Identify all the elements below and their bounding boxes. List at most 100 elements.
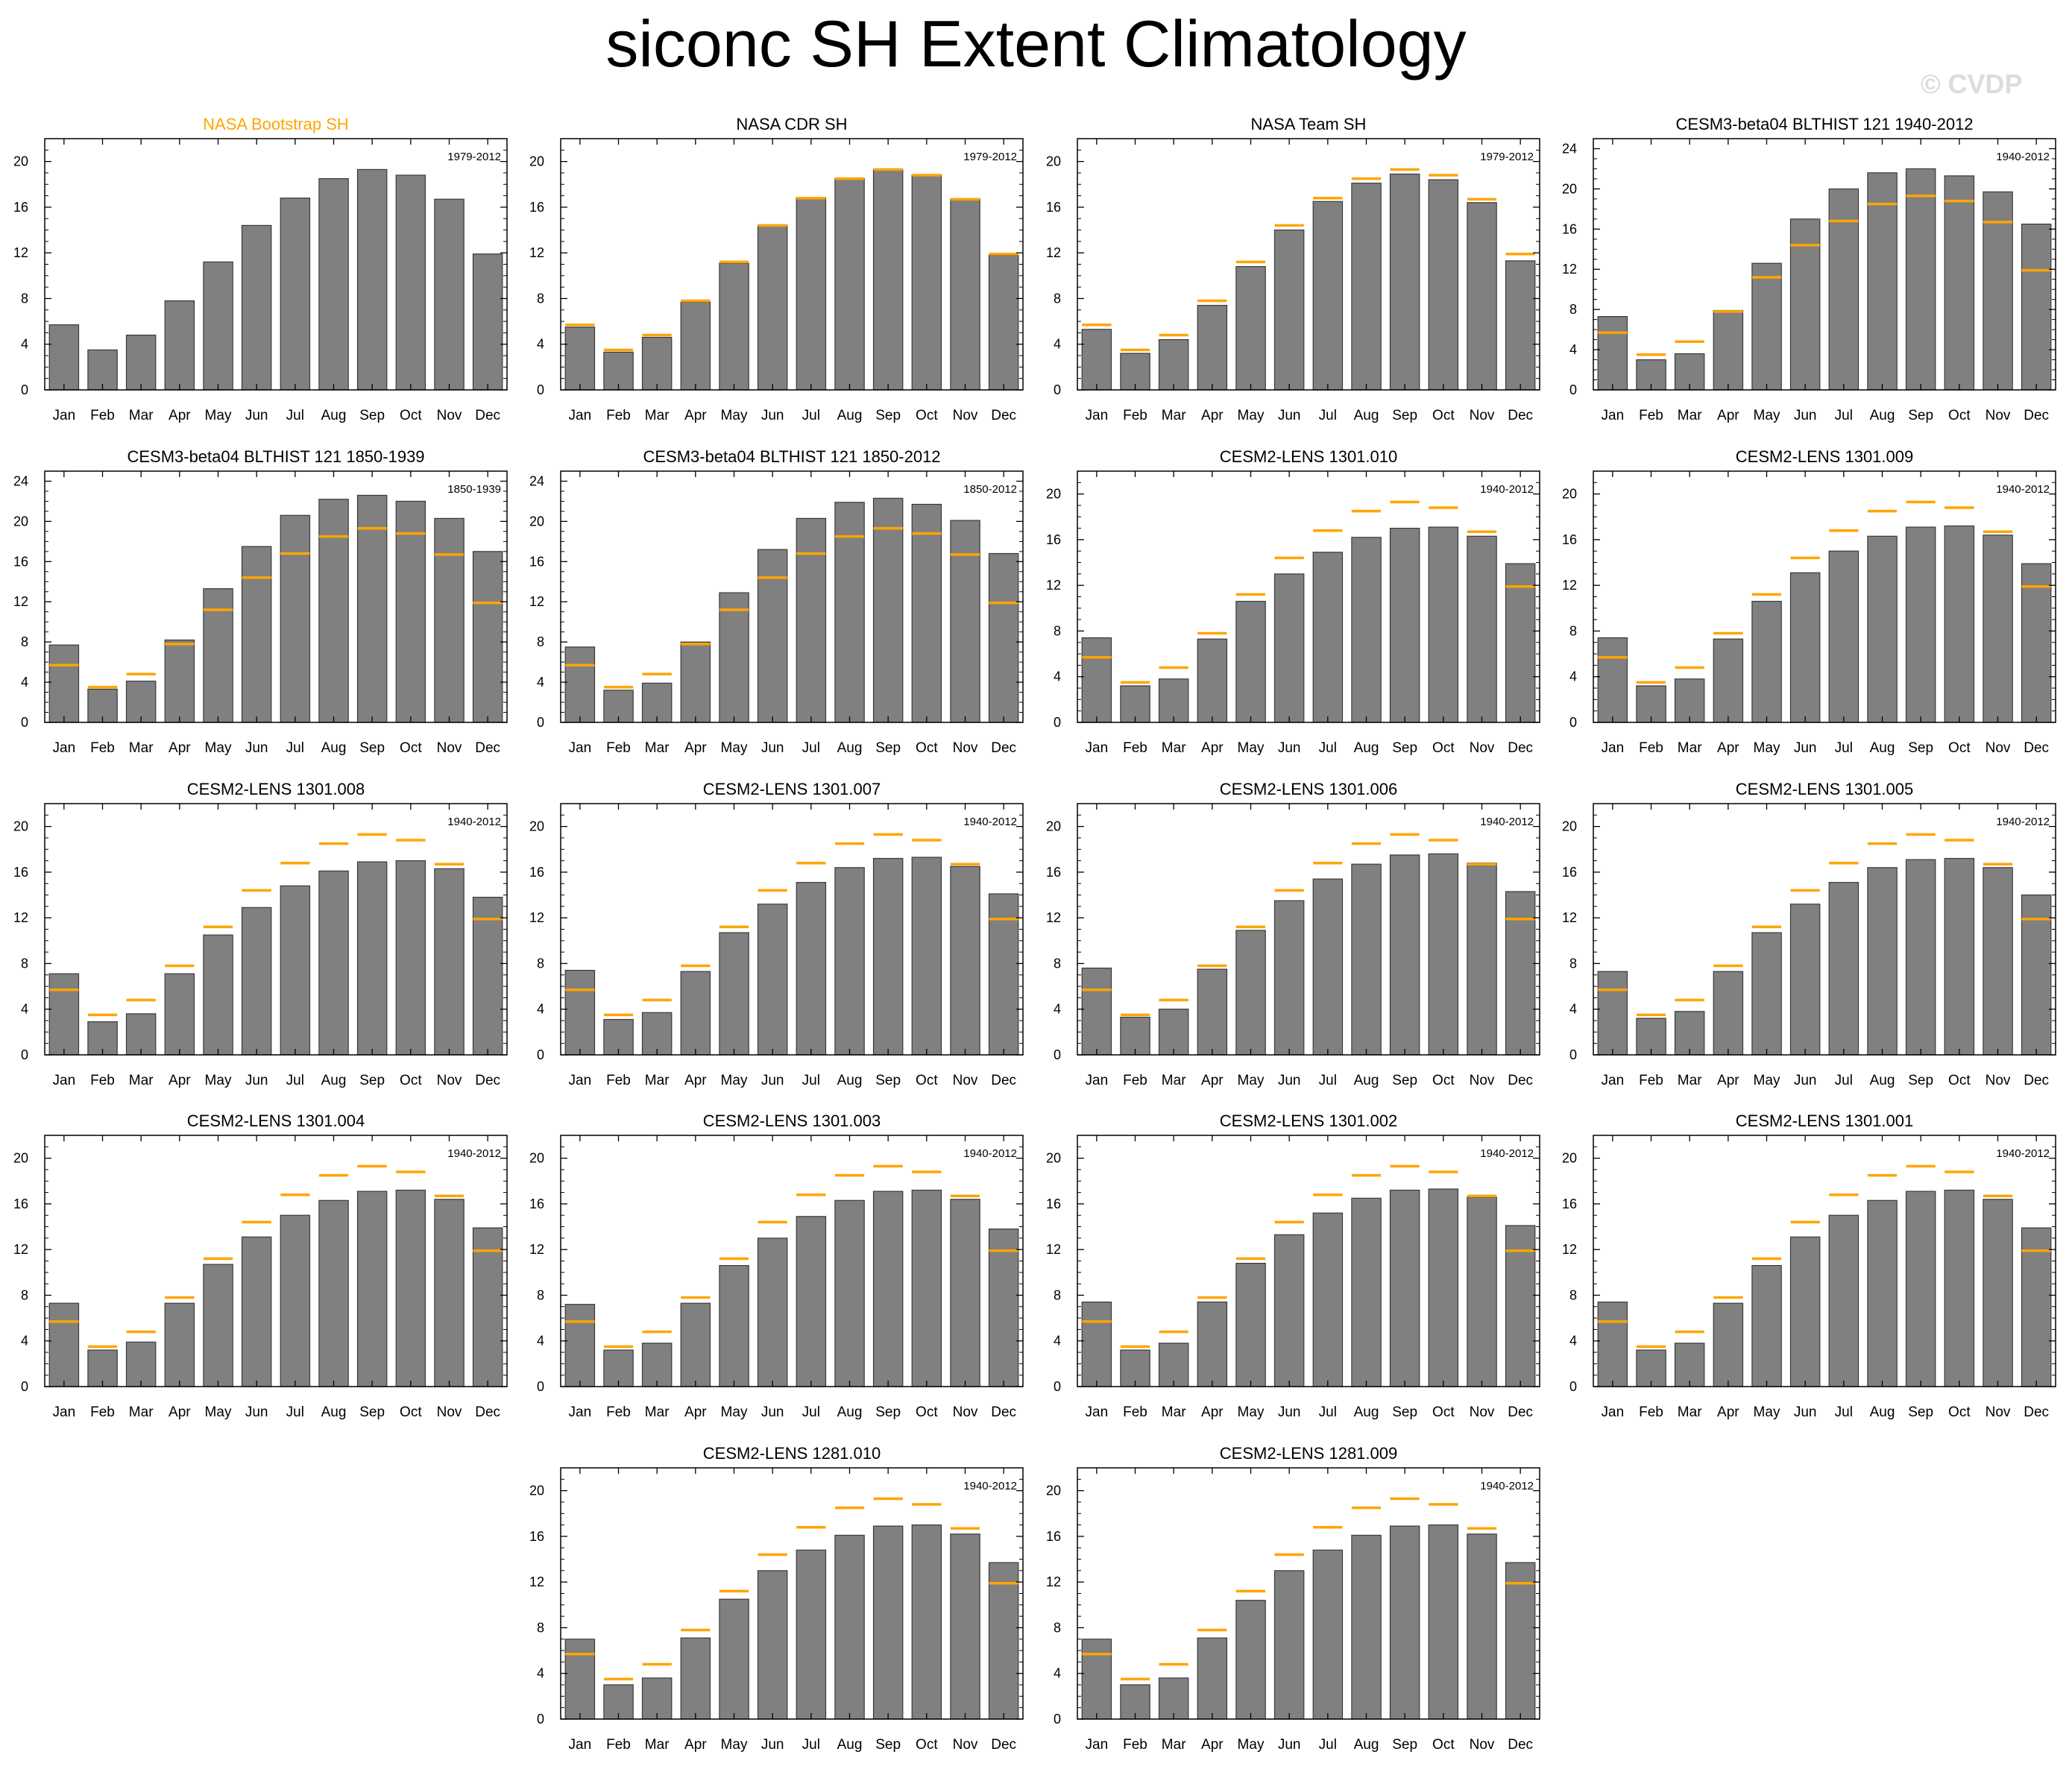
- y-tick-label: 16: [1046, 1529, 1061, 1544]
- y-tick-label: 0: [1054, 1047, 1061, 1062]
- y-tick-label: 12: [13, 245, 28, 260]
- x-tick-label: Dec: [991, 1404, 1016, 1420]
- y-tick-label: 0: [537, 715, 544, 730]
- y-tick-label: 12: [1562, 910, 1577, 925]
- bar: [1505, 563, 1536, 723]
- x-tick-label: Dec: [2024, 408, 2049, 423]
- bar: [2021, 224, 2052, 391]
- x-tick-label: Feb: [1123, 740, 1147, 756]
- y-tick-label: 4: [537, 1002, 544, 1017]
- bar: [1597, 637, 1628, 723]
- x-tick-label: Dec: [991, 408, 1016, 423]
- x-tick-label: Jun: [761, 740, 784, 756]
- bar: [472, 551, 503, 723]
- x-tick-label: Jul: [1835, 1404, 1853, 1420]
- bar: [1636, 1018, 1666, 1056]
- x-tick-label: Dec: [2024, 1404, 2049, 1420]
- x-tick-label: Jan: [53, 740, 76, 756]
- y-tick-label: 20: [1046, 819, 1061, 834]
- x-tick-label: Jan: [53, 1404, 76, 1420]
- panel-title: CESM3-beta04 BLTHIST 121 1850-2012: [643, 447, 940, 466]
- chart-panel: 0 4 8 12 16 20 Jan Feb Mar Apr May Jun Jul Aug Sep Oct N…: [1046, 447, 1540, 756]
- x-tick-label: Mar: [1678, 740, 1702, 756]
- chart-panel: 0 4 8 12 16 20 24 Jan Feb Mar Apr May Jun Jul Aug Sep Oc…: [529, 447, 1024, 756]
- y-tick-label: 20: [529, 819, 544, 834]
- bar: [125, 1013, 157, 1056]
- x-tick-label: Oct: [916, 740, 938, 756]
- panel-title: CESM2-LENS 1281.009: [1220, 1444, 1397, 1463]
- y-tick-label: 16: [529, 200, 544, 215]
- y-tick-label: 20: [13, 819, 28, 834]
- y-tick-label: 16: [1562, 1196, 1577, 1211]
- bar: [125, 681, 157, 723]
- y-tick-label: 4: [537, 1666, 544, 1681]
- x-tick-label: Mar: [129, 1404, 154, 1420]
- x-tick-label: Aug: [321, 740, 347, 756]
- x-tick-label: Apr: [1201, 1073, 1224, 1088]
- period-label: 1940-2012: [1480, 1480, 1534, 1492]
- period-label: 1940-2012: [447, 1147, 501, 1160]
- x-tick-label: Feb: [606, 408, 631, 423]
- bar: [1081, 329, 1112, 391]
- y-tick-label: 16: [529, 865, 544, 880]
- x-tick-label: Feb: [90, 1073, 115, 1088]
- x-tick-label: Nov: [953, 1073, 978, 1088]
- y-tick-label: 20: [1562, 487, 1577, 502]
- x-tick-label: Sep: [1908, 740, 1933, 756]
- x-tick-label: Oct: [916, 1404, 938, 1420]
- bar: [1597, 316, 1628, 391]
- y-tick-label: 12: [529, 1242, 544, 1257]
- y-tick-label: 16: [13, 865, 28, 880]
- bar: [564, 969, 596, 1056]
- x-tick-label: Dec: [2024, 1073, 2049, 1088]
- y-tick-label: 4: [1569, 1002, 1577, 1017]
- y-tick-label: 0: [1569, 1379, 1577, 1394]
- bar: [834, 502, 865, 723]
- chart-panel: 0 4 8 12 16 20 Jan Feb Mar Apr May Jun Jul Aug Sep Oct N…: [1046, 1444, 1540, 1753]
- bar: [911, 1189, 942, 1387]
- y-tick-label: 0: [1054, 1712, 1061, 1727]
- x-tick-label: Feb: [1639, 740, 1663, 756]
- y-tick-label: 0: [21, 382, 28, 397]
- x-tick-label: Sep: [875, 408, 901, 423]
- bar: [356, 1191, 388, 1387]
- x-tick-label: Oct: [916, 1737, 938, 1753]
- y-tick-label: 12: [529, 910, 544, 925]
- bar: [1273, 229, 1305, 391]
- x-tick-label: Jul: [802, 1737, 820, 1753]
- x-tick-label: Aug: [1870, 1073, 1895, 1088]
- x-tick-label: Jul: [802, 1073, 820, 1088]
- bar: [1983, 1199, 2013, 1387]
- y-tick-label: 20: [1046, 487, 1061, 502]
- x-tick-label: Jan: [53, 408, 76, 423]
- bar: [1713, 1302, 1744, 1387]
- bar: [1273, 900, 1305, 1056]
- bar: [1467, 202, 1497, 391]
- x-tick-label: Dec: [991, 1737, 1016, 1753]
- y-tick-label: 16: [529, 554, 544, 569]
- bar: [1789, 904, 1821, 1056]
- x-tick-label: Sep: [875, 740, 901, 756]
- x-tick-label: Feb: [90, 740, 115, 756]
- x-tick-label: Feb: [1123, 1404, 1147, 1420]
- chart-panel: 0 4 8 12 16 20 Jan Feb Mar Apr May Jun Jul Aug Sep Oct N…: [1046, 1112, 1540, 1420]
- x-tick-label: Feb: [1123, 408, 1147, 423]
- x-tick-label: Nov: [437, 740, 462, 756]
- bar: [2021, 563, 2052, 723]
- bar: [203, 934, 233, 1056]
- x-tick-label: Dec: [475, 1073, 500, 1088]
- x-tick-label: Mar: [1162, 408, 1186, 423]
- bar: [680, 1302, 711, 1387]
- x-tick-label: May: [205, 740, 232, 756]
- bar: [1389, 173, 1420, 391]
- bar: [1983, 535, 2013, 723]
- x-tick-label: Feb: [606, 1404, 631, 1420]
- x-tick-label: Dec: [1508, 740, 1533, 756]
- x-tick-label: Nov: [1470, 1737, 1495, 1753]
- x-tick-label: Nov: [437, 1073, 462, 1088]
- bar: [1867, 1199, 1898, 1387]
- y-tick-label: 4: [1054, 1002, 1061, 1017]
- period-label: 1979-2012: [447, 151, 501, 163]
- x-tick-label: Oct: [1948, 1404, 1971, 1420]
